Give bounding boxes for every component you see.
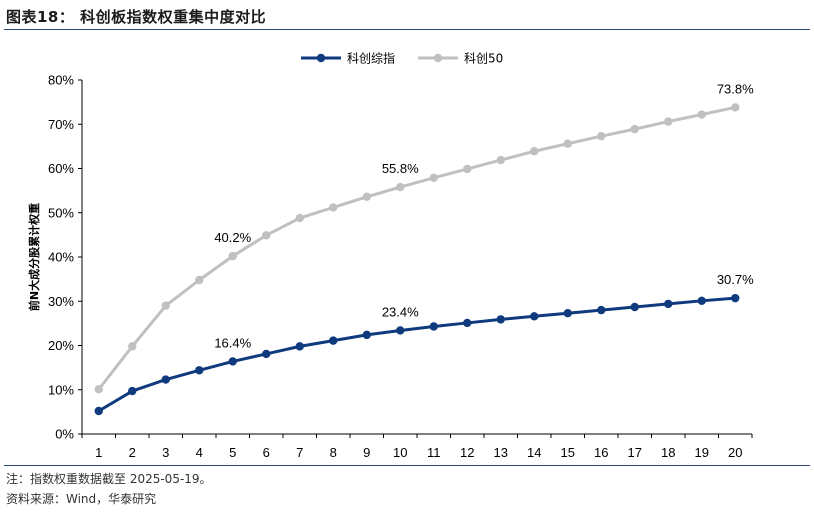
x-tick-label: 6	[263, 445, 270, 460]
y-tick-label: 20%	[48, 338, 74, 353]
legend-label: 科创综指	[347, 51, 395, 66]
data-point	[329, 336, 338, 345]
y-tick-label: 60%	[48, 161, 74, 176]
data-point	[597, 305, 606, 315]
x-tick-label: 18	[661, 445, 675, 460]
x-tick-label: 5	[229, 445, 236, 460]
x-tick-label: 13	[494, 445, 508, 460]
x-tick-label: 2	[129, 445, 136, 460]
y-tick-label: 70%	[48, 117, 74, 132]
legend-label: 科创50	[464, 52, 503, 66]
data-point	[496, 315, 505, 324]
figure-title: 图表18： 科创板指数权重集中度对比	[6, 8, 267, 26]
x-tick-label: 16	[594, 445, 608, 460]
x-tick-label: 11	[427, 445, 441, 460]
data-point	[563, 139, 572, 148]
data-point	[295, 342, 304, 351]
data-point	[697, 110, 706, 119]
data-point	[94, 406, 103, 416]
data-label: 23.4%	[382, 304, 419, 319]
series-line	[97, 105, 736, 391]
data-point	[429, 173, 438, 182]
series-line	[97, 296, 736, 413]
y-tick-label: 30%	[48, 294, 74, 309]
data-point	[362, 330, 371, 340]
data-point	[362, 192, 371, 202]
x-tick-label: 12	[460, 445, 474, 460]
source-text: 资料来源：Wind，华泰研究	[6, 492, 157, 506]
x-tick-label: 10	[393, 445, 407, 460]
x-tick-label: 20	[728, 445, 742, 460]
data-point	[664, 117, 673, 126]
data-point	[664, 299, 673, 309]
footnote: 注：指数权重数据截至 2025-05-19。	[6, 472, 212, 486]
x-tick-label: 15	[561, 445, 575, 460]
x-tick-label: 19	[695, 445, 709, 460]
data-point	[329, 203, 338, 212]
data-point	[563, 308, 572, 318]
data-label: 40.2%	[214, 230, 251, 245]
data-point	[228, 357, 237, 366]
y-tick-label: 0%	[55, 427, 74, 442]
x-tick-label: 8	[330, 445, 337, 460]
data-point	[463, 164, 472, 174]
data-point	[396, 182, 405, 192]
data-point	[630, 302, 639, 312]
data-point	[161, 301, 170, 310]
data-point	[530, 312, 539, 321]
x-tick-label: 7	[296, 445, 303, 460]
data-point	[597, 131, 606, 141]
x-tick-label: 17	[628, 445, 642, 460]
data-point	[128, 386, 137, 396]
data-label: 55.8%	[382, 161, 419, 176]
data-point	[94, 385, 103, 394]
y-axis-label: 前N大成分股累计权重	[27, 203, 41, 311]
data-point	[161, 375, 170, 384]
x-tick-label: 4	[196, 445, 203, 460]
data-point	[630, 124, 639, 134]
x-tick-label: 1	[95, 445, 102, 460]
data-point	[496, 155, 505, 165]
data-label: 73.8%	[717, 81, 754, 96]
y-tick-label: 10%	[48, 382, 74, 397]
y-tick-label: 40%	[48, 250, 74, 265]
x-tick-label: 3	[162, 445, 169, 460]
data-point	[731, 293, 740, 303]
y-tick-label: 80%	[48, 73, 74, 88]
data-point	[128, 342, 137, 351]
data-point	[295, 213, 304, 223]
footer-divider	[4, 465, 810, 466]
data-point	[195, 275, 204, 285]
data-point	[697, 296, 706, 306]
data-point	[262, 349, 271, 359]
y-tick-label: 50%	[48, 205, 74, 220]
data-point	[429, 322, 438, 331]
data-point	[731, 103, 740, 112]
x-tick-label: 9	[363, 445, 370, 460]
data-point	[530, 147, 539, 156]
legend-swatch-marker	[316, 53, 326, 63]
title-divider	[4, 29, 810, 30]
data-label: 16.4%	[214, 335, 251, 350]
data-point	[396, 326, 405, 335]
data-point	[463, 318, 472, 328]
legend-swatch-marker	[433, 53, 443, 63]
data-label: 30.7%	[717, 272, 754, 287]
x-tick-label: 14	[527, 445, 541, 460]
data-point	[262, 231, 271, 240]
data-point	[195, 366, 204, 375]
data-point	[228, 251, 237, 261]
